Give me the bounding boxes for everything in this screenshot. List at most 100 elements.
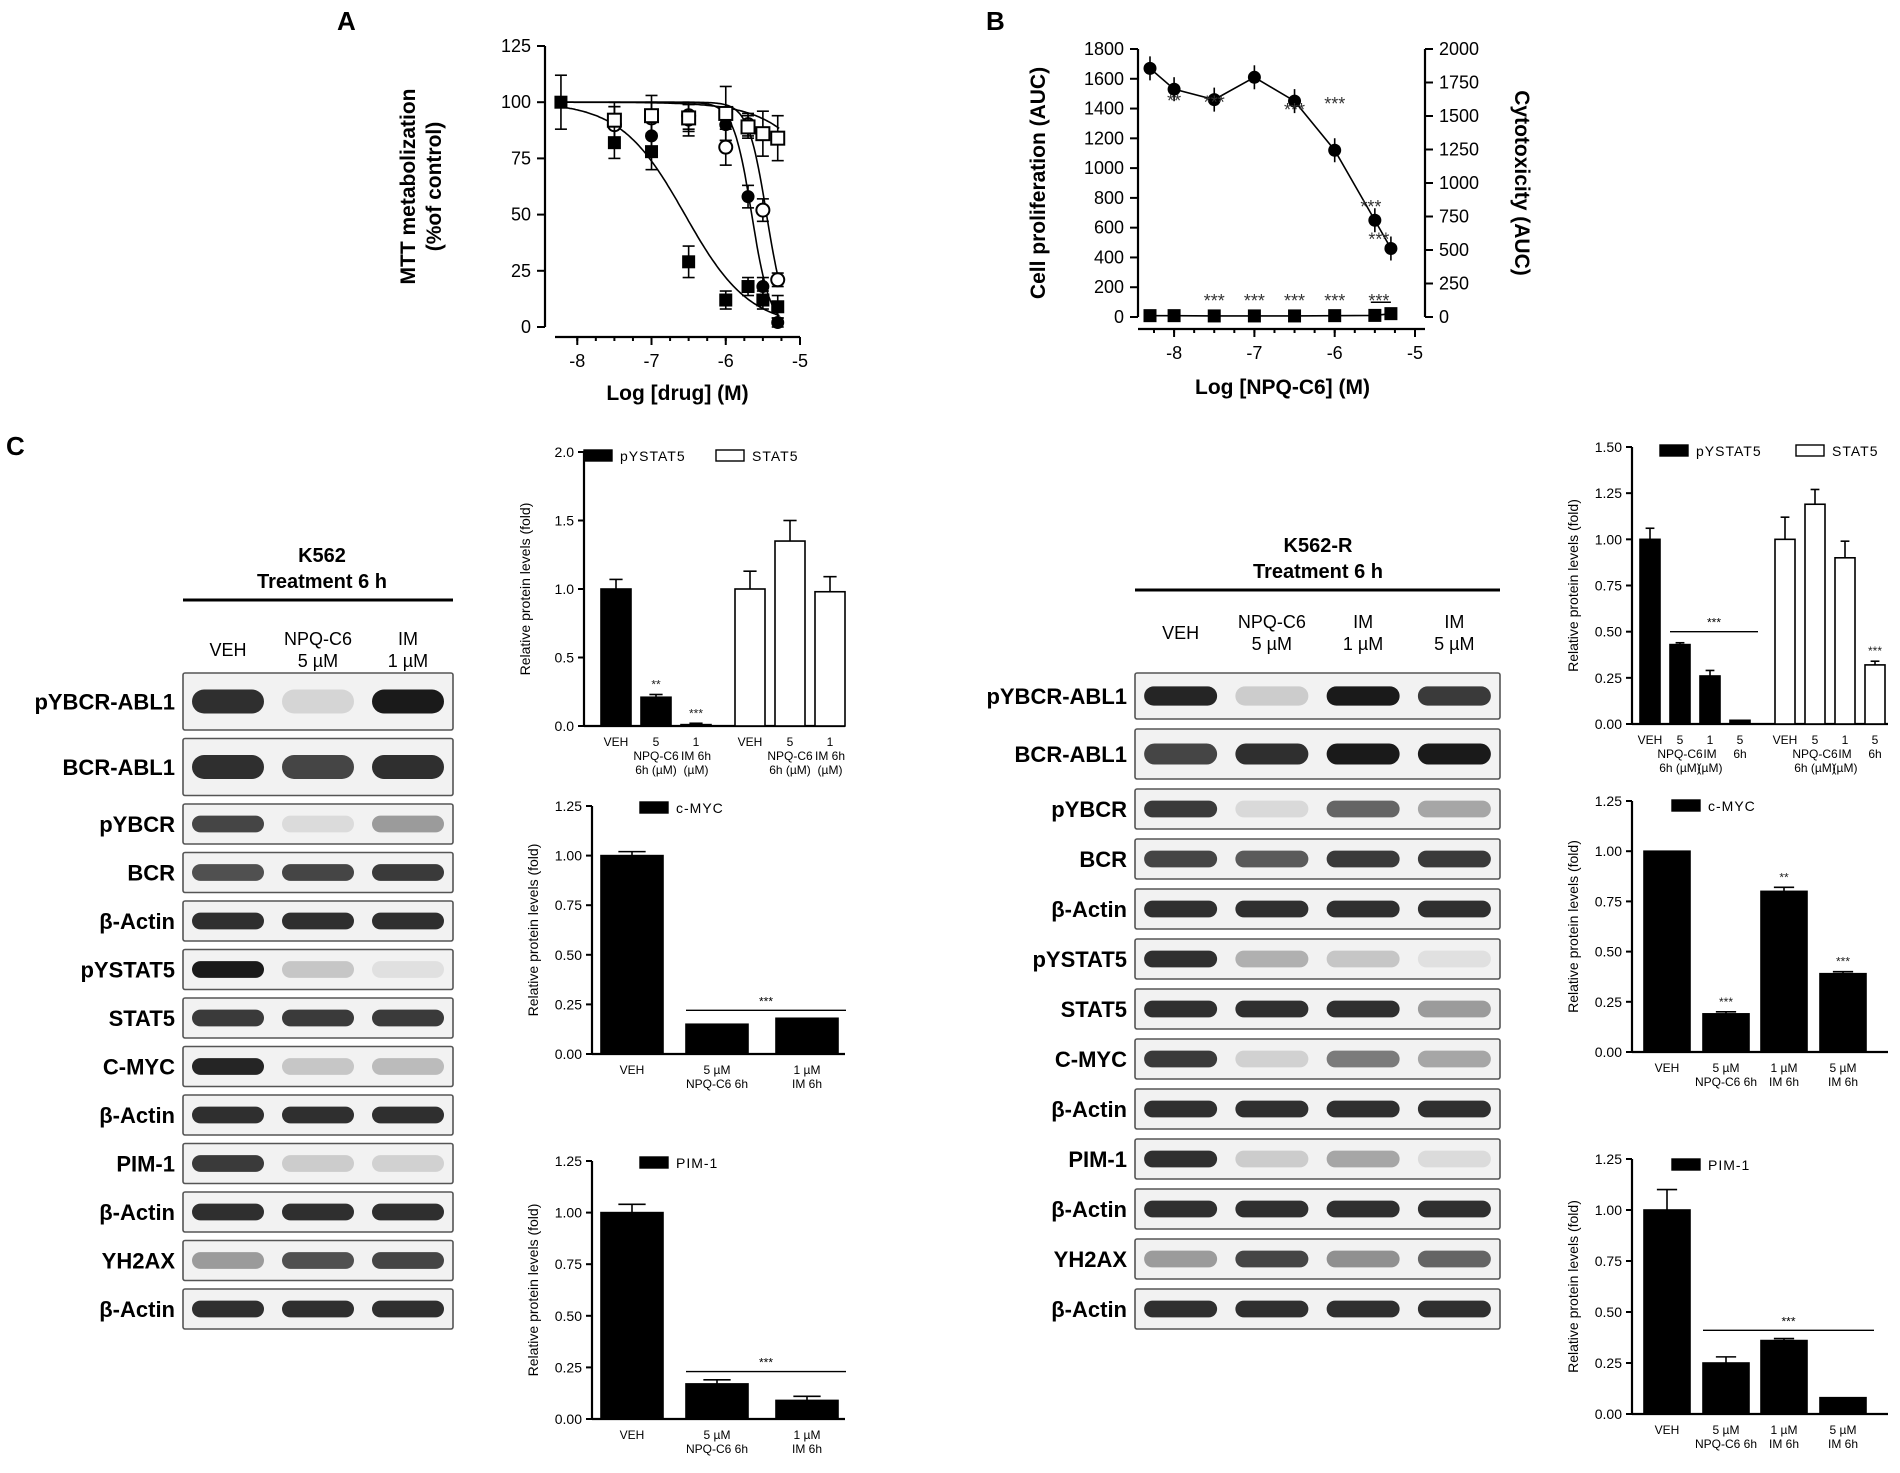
blot-band — [372, 815, 444, 833]
blot-row-label: β-Actin — [1051, 1097, 1127, 1122]
x-category-label-line: VEH — [738, 735, 763, 749]
legend-swatch — [1671, 1158, 1701, 1171]
blot-band — [1144, 686, 1218, 706]
blot-band — [372, 912, 444, 930]
blot-row-label: STAT5 — [1061, 997, 1127, 1022]
x-category-label-line: 5 µM — [1713, 1061, 1740, 1075]
blot-band — [1326, 1150, 1400, 1168]
point-circle-b0-6 — [1368, 213, 1382, 227]
legend-swatch — [1795, 444, 1825, 457]
blot-row-label: BCR-ABL1 — [63, 755, 175, 780]
y-tick-label-right: 2000 — [1439, 39, 1479, 59]
x-category-label-line: 5 µM — [704, 1063, 731, 1077]
x-category-label-line: VEH — [1773, 733, 1798, 747]
point-square-b1-2 — [1207, 309, 1221, 323]
blot-band — [1326, 900, 1400, 918]
blot-band — [1417, 1100, 1491, 1118]
significance-mark: *** — [1836, 955, 1850, 969]
y-tick-label: 0.00 — [555, 1411, 582, 1427]
bar — [685, 1023, 749, 1055]
x-tick-label: -8 — [1166, 343, 1182, 363]
blot-band — [1417, 1200, 1491, 1218]
bar — [774, 540, 806, 727]
blot-band — [1417, 1250, 1491, 1268]
blot-band — [1235, 950, 1309, 968]
point-circle-b0-3 — [1247, 70, 1261, 84]
point-open-square-3-1 — [644, 108, 660, 124]
x-category-label-line: 5 µM — [1830, 1061, 1857, 1075]
bar — [1729, 719, 1751, 725]
blot-band — [192, 1203, 264, 1221]
lane-label-line: VEH — [1162, 623, 1199, 643]
x-category-label-line: 5 — [653, 735, 660, 749]
y-tick-label-right: 250 — [1439, 274, 1469, 294]
lane-label-line: 1 µM — [388, 651, 428, 671]
blot-band — [1326, 800, 1400, 818]
y-tick-label: 0.50 — [1595, 1304, 1622, 1320]
y-axis-title: Relative protein levels (fold) — [517, 503, 533, 676]
bar — [1864, 664, 1886, 725]
point-square-0-6 — [756, 293, 770, 307]
lane-label: NPQ-C6 5 µM — [1238, 612, 1306, 654]
bar — [1760, 1339, 1808, 1415]
fit-curve-3 — [560, 101, 780, 130]
x-category-label-line: NPQ-C6 — [633, 749, 679, 763]
blot-band — [192, 1009, 264, 1027]
bar — [600, 588, 632, 727]
x-category-label-line: NPQ-C6 — [767, 749, 813, 763]
blot-band — [282, 815, 354, 833]
y-axis-title: Relative protein levels (fold) — [1565, 840, 1581, 1013]
point-circle-b0-7 — [1384, 242, 1398, 256]
blot-band — [1326, 1300, 1400, 1318]
y-tick-label-right: 750 — [1439, 207, 1469, 227]
x-category-label-line: 6h — [1733, 747, 1746, 761]
bar — [685, 1383, 749, 1420]
bar — [1702, 1362, 1750, 1415]
y-tick-label: 1.00 — [1595, 1202, 1622, 1218]
y-tick-label: 125 — [501, 36, 531, 56]
blot-band — [1326, 1250, 1400, 1268]
blot-band — [1235, 1250, 1309, 1268]
point-square-b1-4 — [1288, 309, 1302, 323]
y-tick-label: 1.25 — [1595, 1151, 1622, 1167]
significance-mark: *** — [1324, 94, 1345, 114]
significance-mark: *** — [1781, 1314, 1795, 1328]
lane-label-line: NPQ-C6 — [284, 629, 352, 649]
series-line-cytotoxicity — [1150, 312, 1391, 317]
blot-band — [192, 912, 264, 930]
blot-band — [1144, 1300, 1218, 1318]
y-tick-label: 0.00 — [1595, 1406, 1622, 1422]
significance-mark: *** — [1244, 291, 1265, 311]
y-tick-label-right: 1250 — [1439, 140, 1479, 160]
significance-mark: ** — [1779, 870, 1789, 884]
blot-band — [192, 1058, 264, 1075]
blot-band — [282, 1203, 354, 1221]
blot-band — [372, 1106, 444, 1124]
blot-header-line: K562-R — [1284, 535, 1353, 557]
point-circle-b0-1 — [1167, 82, 1181, 96]
blot-row-label: C-MYC — [103, 1055, 175, 1080]
blot-band — [1326, 1000, 1400, 1018]
point-square-b1-1 — [1167, 309, 1181, 323]
lane-label-line: IM — [398, 629, 418, 649]
y-tick-label: 0.75 — [1595, 893, 1622, 909]
y-tick-label-right: 1000 — [1439, 173, 1479, 193]
blot-strip — [1134, 1138, 1501, 1180]
x-category-label: 5 µM NPQ-C6 6h — [686, 1428, 748, 1456]
significance-mark: *** — [1868, 644, 1882, 658]
x-category-label-line: IM 6h — [1828, 1075, 1858, 1089]
x-category-label: 5 µM IM 6h — [1828, 1061, 1858, 1089]
point-circle-1-4 — [741, 190, 755, 204]
y-tick-label-left: 1000 — [1084, 158, 1124, 178]
bar — [680, 723, 712, 727]
x-category-label-line: IM 6h — [681, 749, 711, 763]
x-category-label-line: IM 6h — [1769, 1437, 1799, 1451]
y-tick-label: 1.25 — [1595, 793, 1622, 809]
x-category-label-line: NPQ-C6 — [1792, 747, 1838, 761]
legend-label: pYSTAT5 — [620, 448, 686, 464]
legend-label: PIM-1 — [676, 1155, 718, 1171]
point-square-b1-0 — [1143, 309, 1157, 323]
blot-strip — [1134, 1238, 1501, 1280]
x-category-label-line: 5 — [1812, 733, 1819, 747]
bar-k562r-stat5: 0.00 0.25 0.50 0.75 1.00 1.25 1.50 Relative pro… — [1565, 439, 1888, 775]
